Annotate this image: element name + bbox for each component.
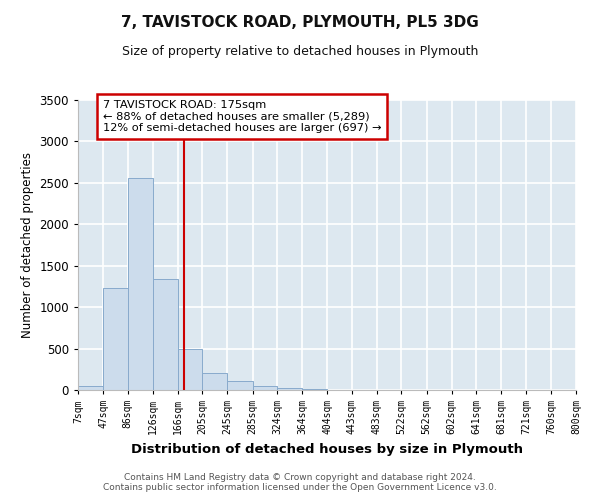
Y-axis label: Number of detached properties: Number of detached properties <box>21 152 34 338</box>
Text: Contains HM Land Registry data © Crown copyright and database right 2024.: Contains HM Land Registry data © Crown c… <box>124 474 476 482</box>
Bar <box>128 178 153 390</box>
Text: Size of property relative to detached houses in Plymouth: Size of property relative to detached ho… <box>122 45 478 58</box>
Bar <box>202 372 227 390</box>
Bar <box>103 288 128 390</box>
Text: 7 TAVISTOCK ROAD: 175sqm
← 88% of detached houses are smaller (5,289)
12% of sem: 7 TAVISTOCK ROAD: 175sqm ← 88% of detach… <box>103 100 382 133</box>
Bar <box>178 348 202 390</box>
Text: 7, TAVISTOCK ROAD, PLYMOUTH, PL5 3DG: 7, TAVISTOCK ROAD, PLYMOUTH, PL5 3DG <box>121 15 479 30</box>
X-axis label: Distribution of detached houses by size in Plymouth: Distribution of detached houses by size … <box>131 442 523 456</box>
Bar <box>78 386 103 390</box>
Bar <box>253 386 277 390</box>
Bar <box>302 389 328 390</box>
Bar <box>277 388 302 390</box>
Bar <box>227 381 253 390</box>
Bar <box>153 279 178 390</box>
Text: Contains public sector information licensed under the Open Government Licence v3: Contains public sector information licen… <box>103 484 497 492</box>
